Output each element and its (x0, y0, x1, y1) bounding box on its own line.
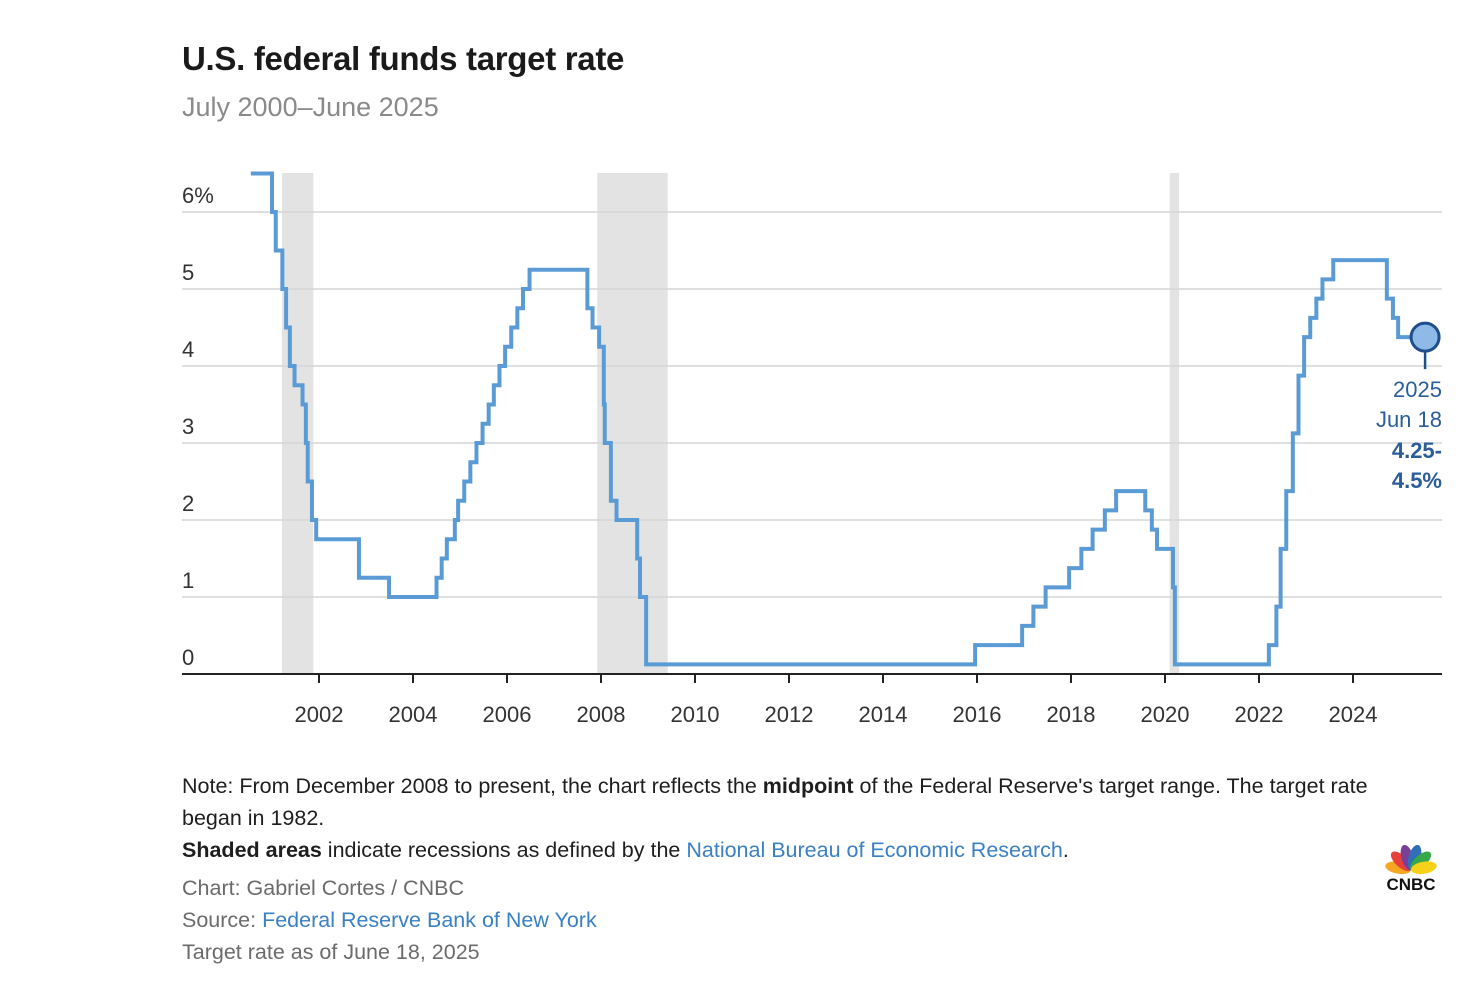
recession-band (281, 173, 314, 674)
callout-value: 4.25- (1392, 438, 1442, 463)
callout-value: 4.5% (1392, 468, 1442, 493)
y-tick-label: 6% (182, 183, 214, 208)
source-label: Source: (182, 908, 263, 932)
y-tick-label: 1 (182, 568, 194, 593)
note-text: . (1062, 838, 1069, 862)
x-tick-label: 2016 (953, 702, 1002, 727)
cnbc-logo: CNBC (1385, 844, 1437, 894)
recession-note: Shaded areas indicate recessions as defi… (182, 834, 1372, 866)
note-line: Note: From December 2008 to present, the… (182, 770, 1372, 834)
note-text: indicate recessions as defined by the (321, 838, 687, 862)
callout-year: 2025 (1393, 377, 1442, 402)
x-tick-label: 2002 (295, 702, 344, 727)
chart-subtitle: July 2000–June 2025 (182, 92, 439, 122)
y-tick-label: 0 (182, 645, 194, 670)
y-tick-label: 5 (182, 260, 194, 285)
note-bold: Shaded areas (182, 838, 322, 862)
x-tick-label: 2022 (1235, 702, 1284, 727)
nber-link[interactable]: National Bureau of Economic Research (686, 838, 1063, 862)
chart-credit: Chart: Gabriel Cortes / CNBC (182, 876, 464, 900)
y-tick-label: 3 (182, 414, 194, 439)
note-text: of the Federal Reserve's target range. T… (182, 774, 1368, 830)
recession-band (1169, 173, 1180, 674)
chart-plot: 0 1 2 3 4 5 6% 2002 2004 2006 2008 2010 2012 2014 2016… (182, 171, 1442, 727)
svg-text:CNBC: CNBC (1386, 875, 1435, 894)
callout-marker (1409, 321, 1441, 353)
source-line: Source: Federal Reserve Bank of New York (182, 904, 597, 936)
x-tick-label: 2018 (1047, 702, 1096, 727)
x-tick-label: 2006 (483, 702, 532, 727)
x-tick-label: 2012 (765, 702, 814, 727)
chart-title: U.S. federal funds target rate (182, 40, 625, 77)
x-tick-label: 2008 (577, 702, 626, 727)
chart-credits: Chart: Gabriel Cortes / CNBC Source: Fed… (182, 872, 597, 968)
x-tick-label: 2020 (1141, 702, 1190, 727)
peacock-icon (1385, 844, 1437, 875)
y-tick-label: 2 (182, 491, 194, 516)
note-bold: midpoint (762, 774, 854, 798)
x-tick-label: 2014 (859, 702, 908, 727)
peacock-feather (1410, 861, 1437, 875)
source-link[interactable]: Federal Reserve Bank of New York (262, 908, 597, 932)
callout-date: Jun 18 (1376, 407, 1442, 432)
rate-series-line (250, 171, 1423, 667)
x-tick-label: 2024 (1329, 702, 1378, 727)
y-tick-label: 4 (182, 337, 194, 362)
chart-notes: Note: From December 2008 to present, the… (182, 770, 1372, 866)
note-text: Note: From December 2008 to present, the… (182, 774, 763, 798)
x-tick-label: 2010 (671, 702, 720, 727)
recession-band (597, 173, 668, 674)
x-tick-label: 2004 (389, 702, 438, 727)
as-of-date: Target rate as of June 18, 2025 (182, 940, 480, 964)
